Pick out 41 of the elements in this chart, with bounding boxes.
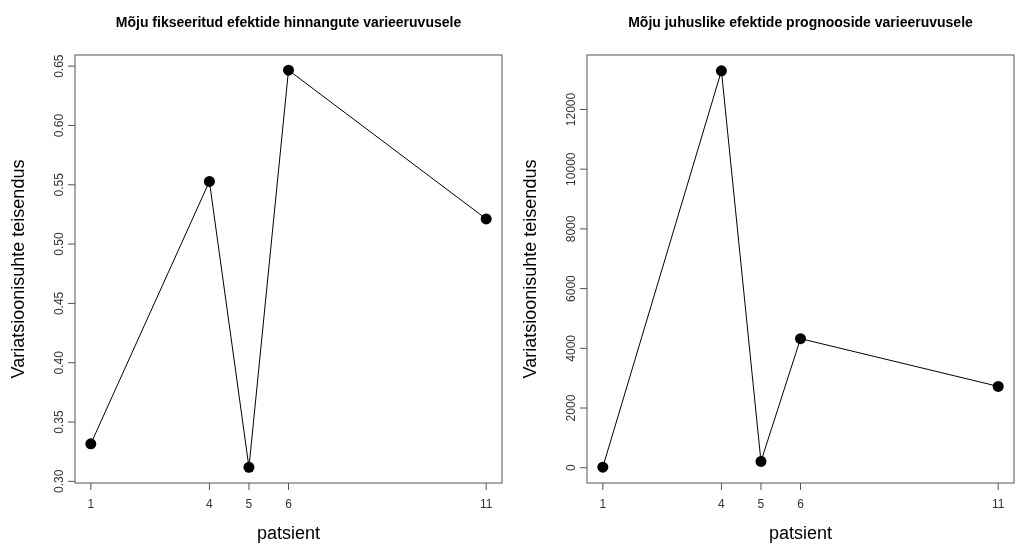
y-tick-label: 0.30 (52, 469, 66, 494)
y-tick-label: 0 (564, 464, 578, 472)
point (795, 333, 806, 345)
point (243, 461, 255, 473)
point (715, 65, 727, 77)
chart-title: Mõju juhuslike efektide prognooside varieeruvusele (628, 14, 974, 30)
y-tick-label: 2000 (564, 394, 578, 422)
y-tick-label: 10000 (564, 152, 578, 186)
y-tick-label: 8000 (564, 215, 578, 243)
x-tick-label: 5 (757, 497, 765, 511)
x-tick-label: 11 (479, 497, 493, 511)
y-tick-label: 0.50 (52, 232, 66, 256)
point (597, 461, 609, 473)
point (755, 455, 767, 467)
x-tick-label: 4 (206, 497, 214, 511)
y-tick-label: 0.35 (52, 410, 66, 434)
x-tick-label: 11 (991, 497, 1005, 511)
point (992, 380, 1004, 392)
x-axis-title: patsient (256, 523, 321, 543)
x-tick-label: 5 (245, 497, 253, 511)
point (85, 438, 97, 450)
y-tick-label: 12000 (564, 92, 578, 127)
y-tick-label: 0.60 (52, 113, 66, 138)
point (480, 213, 492, 225)
y-tick-label: 0.40 (52, 350, 66, 375)
x-tick-label: 1 (87, 497, 95, 511)
y-axis-title: Variatsioonisuhte teisendus (8, 159, 28, 379)
point (203, 175, 215, 187)
x-axis-title: patsient (768, 523, 833, 543)
x-tick-label: 4 (718, 497, 726, 511)
y-tick-label: 4000 (564, 334, 578, 362)
point (283, 64, 294, 76)
y-axis-title: Variatsioonisuhte teisendus (520, 159, 540, 379)
y-tick-label: 0.65 (52, 54, 66, 78)
x-tick-label: 6 (797, 497, 805, 511)
chart-title: Mõju fikseeritud efektide hinnangute varieeruvusele (115, 14, 462, 30)
y-tick-label: 6000 (564, 274, 578, 302)
y-tick-label: 0.55 (52, 172, 66, 197)
x-tick-label: 6 (285, 497, 293, 511)
y-tick-label: 0.45 (52, 291, 66, 316)
x-tick-label: 1 (599, 497, 607, 511)
